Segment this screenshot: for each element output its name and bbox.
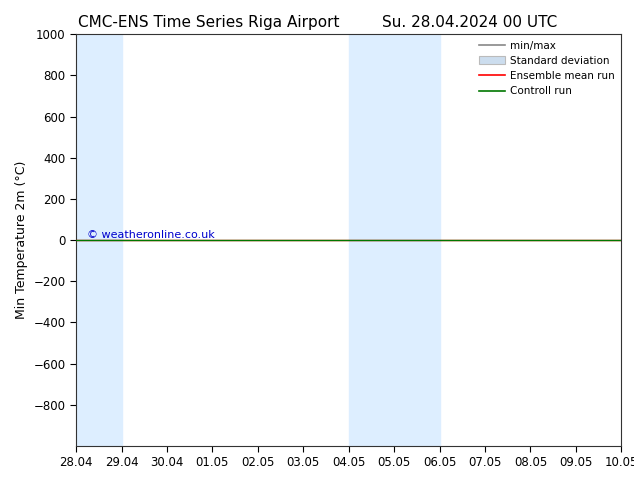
Text: Su. 28.04.2024 00 UTC: Su. 28.04.2024 00 UTC	[382, 15, 557, 30]
Bar	[349, 34, 439, 446]
Bar	[76, 34, 122, 446]
Legend: min/max, Standard deviation, Ensemble mean run, Controll run: min/max, Standard deviation, Ensemble me…	[475, 36, 619, 100]
Text: CMC-ENS Time Series Riga Airport: CMC-ENS Time Series Riga Airport	[79, 15, 340, 30]
Text: © weatheronline.co.uk: © weatheronline.co.uk	[87, 230, 215, 240]
Y-axis label: Min Temperature 2m (°C): Min Temperature 2m (°C)	[15, 161, 28, 319]
